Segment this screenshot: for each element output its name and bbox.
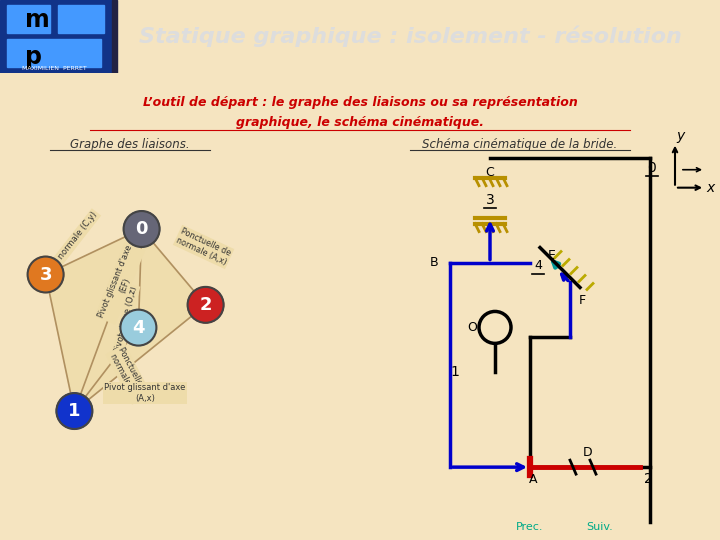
Text: 3: 3: [40, 266, 52, 284]
Text: 0: 0: [135, 220, 148, 238]
Text: E: E: [548, 249, 556, 262]
Text: m: m: [25, 9, 50, 32]
Polygon shape: [45, 229, 206, 411]
Text: x: x: [706, 181, 714, 195]
Text: C: C: [485, 166, 495, 179]
Text: graphique, le schéma cinématique.: graphique, le schéma cinématique.: [236, 116, 484, 129]
Circle shape: [124, 211, 160, 247]
Bar: [112, 0, 117, 73]
Text: 1: 1: [68, 402, 81, 420]
Circle shape: [27, 256, 63, 293]
Text: 0: 0: [647, 161, 657, 175]
Bar: [58, 5, 104, 33]
Text: Plan normale (C,y): Plan normale (C,y): [44, 210, 99, 277]
Text: Suiv.: Suiv.: [587, 522, 613, 532]
Circle shape: [188, 287, 224, 323]
Circle shape: [120, 309, 156, 346]
Text: Prec.: Prec.: [516, 522, 544, 532]
Text: D: D: [583, 446, 593, 458]
Text: F: F: [578, 294, 585, 307]
Text: y: y: [676, 129, 684, 143]
Text: MAXIMILIEN  PERRET: MAXIMILIEN PERRET: [22, 66, 86, 71]
Text: L’outil de départ : le graphe des liaisons ou sa représentation: L’outil de départ : le graphe des liaiso…: [143, 96, 577, 109]
Text: Statique graphique : isolement - résolution: Statique graphique : isolement - résolut…: [139, 26, 682, 47]
Bar: [7, 39, 101, 67]
Text: 2: 2: [199, 296, 212, 314]
Bar: [0, 0, 112, 73]
Text: p: p: [25, 45, 42, 69]
Text: O: O: [467, 321, 477, 334]
Text: B: B: [430, 256, 438, 269]
Text: A: A: [528, 472, 537, 485]
Text: 4: 4: [534, 259, 542, 272]
Text: Ponctuelle de
normale (A,x): Ponctuelle de normale (A,x): [175, 227, 233, 267]
Text: Pivot glissant d'axe
(EF): Pivot glissant d'axe (EF): [96, 244, 143, 323]
Text: Pivot d'axe (O,z): Pivot d'axe (O,z): [113, 286, 139, 355]
Circle shape: [56, 393, 92, 429]
Text: 2: 2: [644, 472, 652, 486]
Text: Pivot glissant d'axe
(A,x): Pivot glissant d'axe (A,x): [104, 383, 186, 403]
Text: Graphe des liaisons.: Graphe des liaisons.: [70, 138, 190, 151]
Text: 1: 1: [451, 366, 459, 379]
Bar: [7, 5, 50, 33]
Text: 4: 4: [132, 319, 145, 336]
Text: 3: 3: [485, 193, 495, 207]
Circle shape: [479, 312, 511, 343]
Text: Schéma cinématique de la bride.: Schéma cinématique de la bride.: [423, 138, 618, 151]
Text: Ponctuelle de
normale (EF): Ponctuelle de normale (EF): [107, 346, 150, 403]
